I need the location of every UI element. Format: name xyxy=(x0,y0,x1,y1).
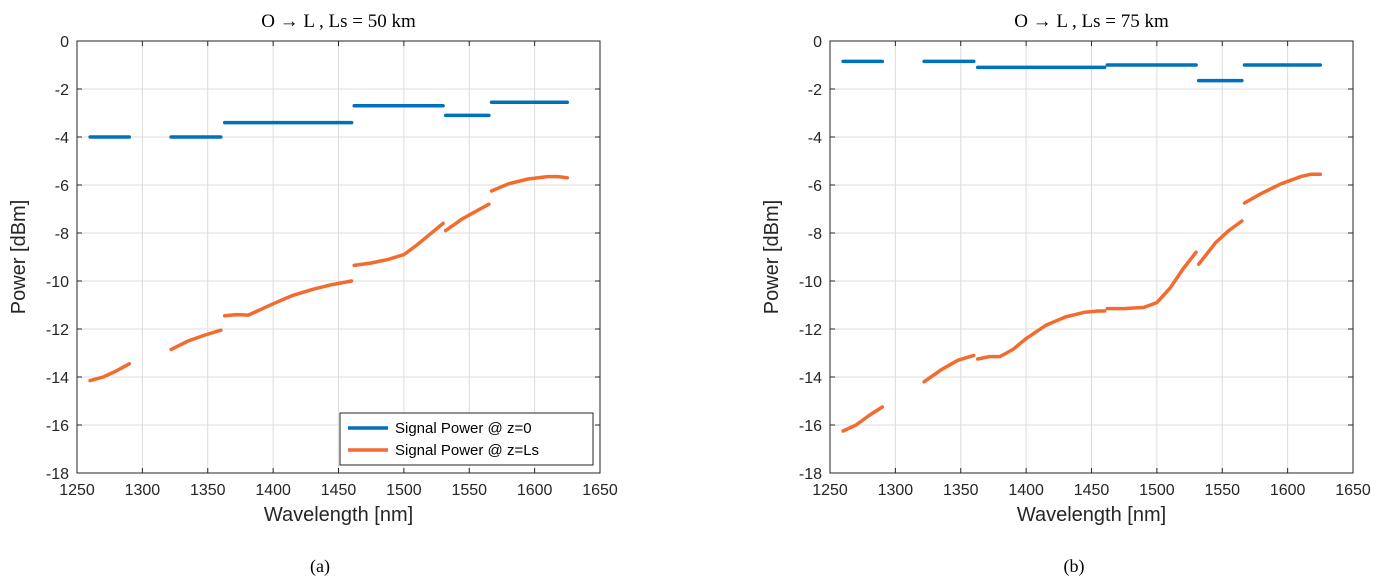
x-tick-label: 1500 xyxy=(386,482,422,499)
y-tick-label: -18 xyxy=(799,466,822,483)
legend: Signal Power @ z=0 Signal Power @ z=Ls xyxy=(339,412,594,466)
x-tick-label: 1500 xyxy=(1139,482,1175,499)
y-tick-label: -14 xyxy=(799,370,822,387)
y-tick-label: 0 xyxy=(60,34,69,51)
y-tick-label: -8 xyxy=(55,226,69,243)
y-tick-label: -2 xyxy=(808,82,822,99)
x-axis-label: Wavelength [nm] xyxy=(264,504,413,526)
x-tick-label: 1400 xyxy=(1008,482,1044,499)
y-tick-label: -16 xyxy=(799,418,822,435)
x-tick-label: 1550 xyxy=(1204,482,1240,499)
legend-entry: Signal Power @ z=0 xyxy=(395,420,532,437)
x-tick-label: 1250 xyxy=(59,482,95,499)
x-tick-label: 1300 xyxy=(125,482,161,499)
x-tick-label: 1400 xyxy=(255,482,291,499)
series-1-segment-4 xyxy=(1196,219,1244,266)
series-1-segment-0 xyxy=(88,362,132,383)
chart-0: 1250 1300 1350 1400 1450 1500 1550 1600 1650 0 -2 -… xyxy=(8,11,618,577)
legend-entry: Signal Power @ z=Ls xyxy=(395,442,539,459)
y-tick-label: -10 xyxy=(799,274,822,291)
series-1-segment-4 xyxy=(443,202,491,233)
y-tick-label: -6 xyxy=(808,178,822,195)
x-axis-label: Wavelength [nm] xyxy=(1017,504,1166,526)
series-1-segment-2 xyxy=(975,309,1107,361)
x-tick-label: 1450 xyxy=(1074,482,1110,499)
y-tick-label: 0 xyxy=(813,34,822,51)
x-tick-label: 1300 xyxy=(878,482,914,499)
y-tick-label: -12 xyxy=(46,322,69,339)
x-tick-label: 1650 xyxy=(1335,482,1371,499)
x-tick-label: 1350 xyxy=(943,482,979,499)
y-axis-label: Power [dBm] xyxy=(761,200,783,314)
y-tick-label: -4 xyxy=(808,130,822,147)
y-tick-label: -2 xyxy=(55,82,69,99)
y-tick-label: -18 xyxy=(46,466,69,483)
legend-box xyxy=(339,412,594,466)
x-tick-label: 1550 xyxy=(451,482,487,499)
series-1-segment-5 xyxy=(1242,172,1323,205)
x-tick-label: 1650 xyxy=(582,482,618,499)
y-tick-label: -12 xyxy=(799,322,822,339)
y-tick-label: -6 xyxy=(55,178,69,195)
series-1-segment-5 xyxy=(489,174,570,193)
series-1-segment-0 xyxy=(841,405,885,433)
x-tick-label: 1450 xyxy=(321,482,357,499)
chart-title: O → L , Ls = 75 km xyxy=(1014,11,1169,32)
chart-title: O → L , Ls = 50 km xyxy=(261,11,416,32)
subfigure-caption: (b) xyxy=(1064,556,1085,577)
series-1-segment-2 xyxy=(222,279,354,318)
y-tick-label: -16 xyxy=(46,418,69,435)
series-1-segment-1 xyxy=(922,353,976,384)
series-1-segment-3 xyxy=(1105,250,1198,311)
x-tick-label: 1600 xyxy=(517,482,553,499)
x-tick-label: 1250 xyxy=(812,482,848,499)
y-tick-label: -14 xyxy=(46,370,69,387)
subfigure-caption: (a) xyxy=(310,556,330,577)
series-1-segment-1 xyxy=(169,328,223,352)
y-tick-label: -8 xyxy=(808,226,822,243)
y-tick-label: -10 xyxy=(46,274,69,291)
x-tick-label: 1600 xyxy=(1270,482,1306,499)
series-1-segment-3 xyxy=(352,221,445,268)
y-axis-label: Power [dBm] xyxy=(8,200,30,314)
y-tick-label: -4 xyxy=(55,130,69,147)
chart-1: 1250 1300 1350 1400 1450 1500 1550 1600 1650 0 -2 -… xyxy=(761,11,1371,577)
x-tick-label: 1350 xyxy=(190,482,226,499)
